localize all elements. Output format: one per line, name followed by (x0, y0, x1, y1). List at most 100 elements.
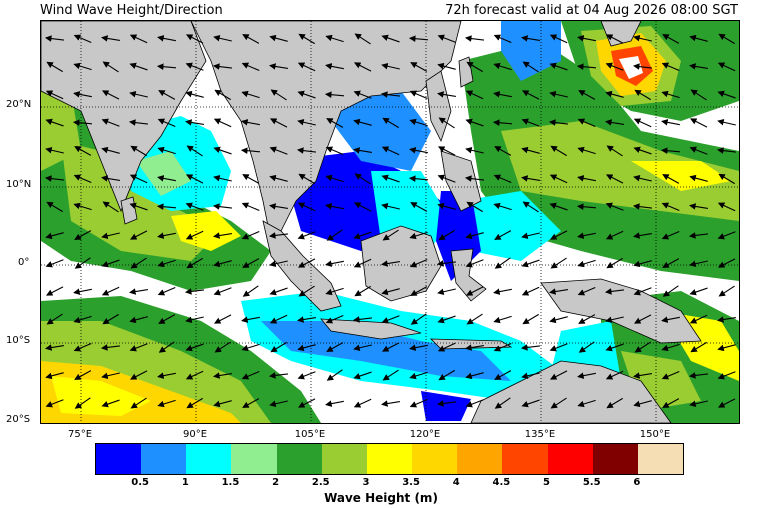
wave-arrow (74, 370, 92, 380)
wave-arrow (718, 173, 735, 185)
wave-arrow (46, 201, 63, 213)
wave-arrow (409, 258, 428, 268)
wave-arrow (466, 286, 484, 296)
wave-arrow (493, 174, 512, 184)
wave-arrow (493, 342, 512, 352)
wave-arrow (73, 174, 92, 184)
wave-arrow (465, 146, 484, 154)
wave-arrow (101, 259, 120, 268)
wave-arrow (213, 260, 232, 268)
wave-arrow (688, 232, 708, 239)
wave-arrow (269, 146, 288, 155)
wave-arrow (521, 259, 540, 268)
wave-arrow (549, 174, 568, 184)
wave-arrow (576, 203, 597, 210)
wave-arrow (438, 146, 456, 156)
colorbar-tick-label: 4.5 (492, 477, 511, 488)
wave-arrow (45, 90, 64, 100)
wave-arrow (550, 397, 567, 409)
wave-arrow (240, 147, 261, 154)
wave-arrow (521, 372, 540, 380)
wave-arrow (494, 230, 512, 240)
wave-arrow (634, 341, 651, 353)
wave-arrow (270, 89, 287, 101)
wave-arrow (353, 147, 372, 154)
colorbar-label: Wave Height (m) (324, 491, 438, 505)
wave-arrow (46, 313, 63, 325)
wave-arrow (269, 260, 288, 268)
wave-arrow (325, 34, 344, 43)
wave-arrow (242, 285, 259, 297)
wave-arrow (185, 316, 204, 324)
wave-map-svg (41, 21, 739, 423)
wave-arrow (157, 259, 176, 268)
wave-arrow (520, 344, 540, 351)
wave-arrow (549, 34, 568, 44)
wave-arrow (633, 174, 652, 182)
wave-arrow (298, 398, 316, 408)
wave-arrow (185, 202, 204, 211)
wave-arrow (269, 63, 288, 70)
wave-arrow (410, 286, 428, 296)
wave-arrow (633, 287, 652, 296)
wave-arrow (410, 313, 427, 325)
wave-arrow (578, 341, 595, 353)
wave-arrow (101, 372, 120, 380)
colorbar-tick-label: 2.5 (311, 477, 330, 488)
wave-arrow (73, 62, 92, 71)
lon-label-90e: 90°E (182, 429, 208, 440)
wave-arrow (270, 341, 287, 353)
wave-arrow (185, 343, 204, 352)
wave-arrow (297, 202, 316, 212)
wave-arrow (632, 203, 652, 210)
wave-arrow (128, 119, 148, 126)
wave-arrow (605, 62, 624, 71)
wave-arrow (605, 343, 624, 352)
colorbar-tick-label: 4 (452, 477, 460, 488)
wave-arrow (661, 316, 680, 323)
wave-arrow (74, 230, 92, 240)
colorbar-swatch (141, 444, 187, 474)
wave-arrow (354, 62, 372, 72)
wave-arrow (689, 34, 708, 42)
colorbar-tick-label: 1.5 (221, 477, 240, 488)
wave-arrow (381, 34, 400, 43)
wave-arrow (633, 400, 652, 408)
wave-arrow (157, 146, 176, 155)
wave-arrow (605, 370, 624, 380)
wave-arrow (522, 90, 540, 100)
colorbar-swatch (231, 444, 277, 474)
wave-arrow (550, 257, 567, 269)
wave-arrow (45, 146, 64, 154)
wave-arrow (493, 91, 512, 98)
wave-arrow (129, 202, 148, 211)
wave-arrow (382, 369, 399, 381)
colorbar-swatch (592, 444, 638, 474)
wave-arrow (74, 257, 91, 269)
wave-arrow (381, 288, 400, 296)
wave-arrow (353, 344, 372, 352)
wave-arrow (45, 399, 64, 408)
wave-arrow (102, 201, 119, 213)
wave-arrow (157, 372, 176, 379)
wave-arrow (662, 398, 680, 408)
wave-arrow (73, 34, 92, 44)
colorbar-tick-label: 3 (362, 477, 370, 488)
wave-arrow (156, 203, 177, 210)
wave-arrow (662, 174, 680, 184)
wave-arrow (186, 257, 203, 269)
wave-arrow (660, 147, 681, 154)
wave-arrow (242, 398, 260, 408)
wave-arrow (437, 34, 456, 43)
wave-arrow (353, 118, 372, 126)
wave-arrow (382, 229, 399, 241)
wave-arrow (353, 90, 372, 99)
wave-arrow (381, 62, 400, 70)
wave-arrow (493, 34, 512, 44)
wave-arrow (214, 314, 232, 324)
wave-arrow (269, 174, 288, 182)
wave-arrow (213, 174, 232, 182)
wave-arrow (269, 203, 288, 210)
wave-arrow (241, 62, 260, 72)
wave-arrow (409, 344, 428, 351)
